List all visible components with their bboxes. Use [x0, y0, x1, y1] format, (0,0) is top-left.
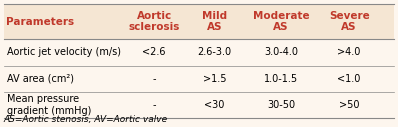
Text: >4.0: >4.0 — [338, 47, 361, 58]
Text: Severe
AS: Severe AS — [329, 11, 369, 32]
FancyBboxPatch shape — [4, 66, 394, 92]
Text: 3.0-4.0: 3.0-4.0 — [264, 47, 298, 58]
FancyBboxPatch shape — [4, 4, 394, 39]
Text: <1.0: <1.0 — [338, 74, 361, 84]
Text: >1.5: >1.5 — [203, 74, 226, 84]
Text: Aortic jet velocity (m/s): Aortic jet velocity (m/s) — [7, 47, 121, 58]
Text: 1.0-1.5: 1.0-1.5 — [264, 74, 298, 84]
Text: Moderate
AS: Moderate AS — [253, 11, 309, 32]
FancyBboxPatch shape — [4, 39, 394, 66]
Text: <2.6: <2.6 — [142, 47, 166, 58]
Text: Parameters: Parameters — [6, 17, 74, 27]
Text: 2.6-3.0: 2.6-3.0 — [197, 47, 232, 58]
Text: >50: >50 — [339, 100, 359, 110]
Text: -: - — [152, 100, 156, 110]
Text: 30-50: 30-50 — [267, 100, 295, 110]
Text: <30: <30 — [205, 100, 225, 110]
Text: AS=Aortic stenosis, AV=Aortic valve: AS=Aortic stenosis, AV=Aortic valve — [4, 115, 168, 124]
Text: Mean pressure
gradient (mmHg): Mean pressure gradient (mmHg) — [7, 94, 92, 116]
Text: -: - — [152, 74, 156, 84]
Text: Mild
AS: Mild AS — [202, 11, 227, 32]
FancyBboxPatch shape — [4, 92, 394, 118]
Text: AV area (cm²): AV area (cm²) — [7, 74, 74, 84]
Text: Aortic
sclerosis: Aortic sclerosis — [129, 11, 180, 32]
